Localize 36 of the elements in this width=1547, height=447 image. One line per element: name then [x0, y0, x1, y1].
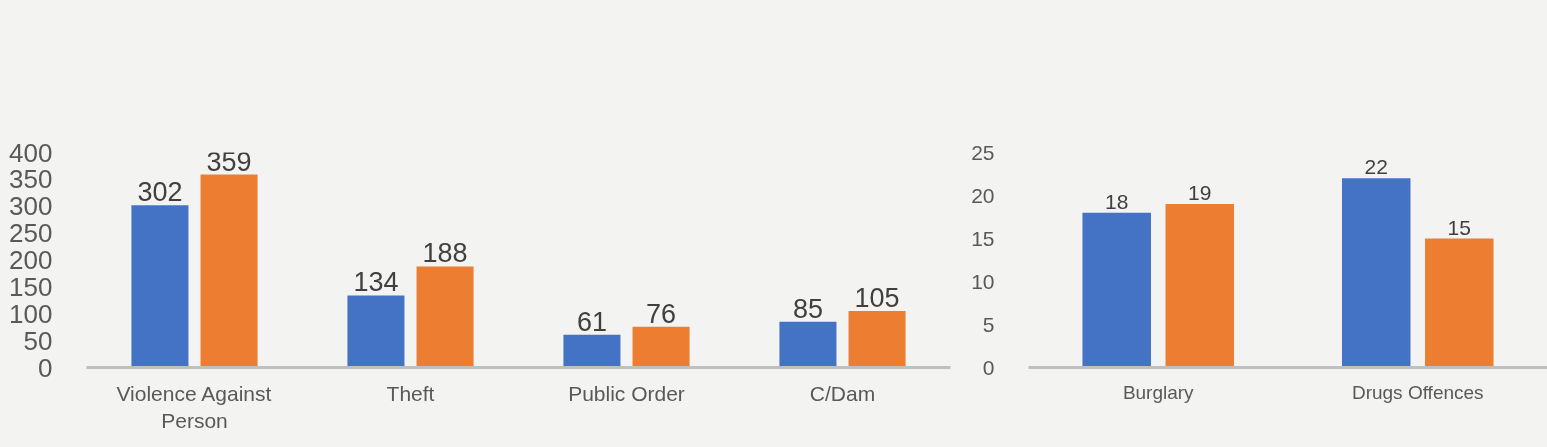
x-tick-label: C/Dam: [809, 381, 876, 405]
y-tick-label: 15: [971, 226, 995, 250]
bar: [347, 295, 405, 368]
x-tick-label: Theft: [386, 381, 435, 405]
y-tick-label: 20: [971, 183, 995, 207]
data-label: 134: [353, 267, 399, 298]
bar: [563, 334, 621, 368]
x-tick-label: Burglary: [1122, 381, 1195, 403]
y-tick-label: 10: [971, 269, 995, 293]
bar: [779, 321, 837, 368]
bar: [1082, 212, 1151, 368]
bar: [1425, 238, 1494, 368]
data-label: 85: [792, 293, 823, 324]
bar: [1165, 204, 1235, 368]
data-label: 302: [137, 177, 183, 208]
x-tick-label: Violence Against Person: [116, 381, 272, 433]
data-label: 188: [422, 238, 468, 269]
x-tick-label: Drugs Offences: [1351, 381, 1484, 403]
y-tick-label: 5: [982, 312, 995, 336]
data-label: 15: [1447, 215, 1471, 239]
data-label: 105: [854, 283, 900, 314]
data-label: 61: [576, 306, 607, 337]
y-tick-label: 0: [982, 355, 995, 379]
bar: [200, 174, 258, 368]
bar: [416, 266, 474, 368]
bar: [1341, 178, 1411, 368]
data-label: 22: [1364, 155, 1388, 179]
data-label: 19: [1188, 181, 1212, 205]
data-label: 359: [206, 146, 252, 177]
y-tick-label: 25: [971, 140, 995, 164]
bar: [848, 311, 906, 368]
data-label: 76: [646, 298, 677, 329]
data-label: 18: [1105, 189, 1129, 213]
bar: [632, 326, 690, 368]
bar: [131, 205, 189, 368]
x-tick-label: Public Order: [568, 381, 685, 405]
